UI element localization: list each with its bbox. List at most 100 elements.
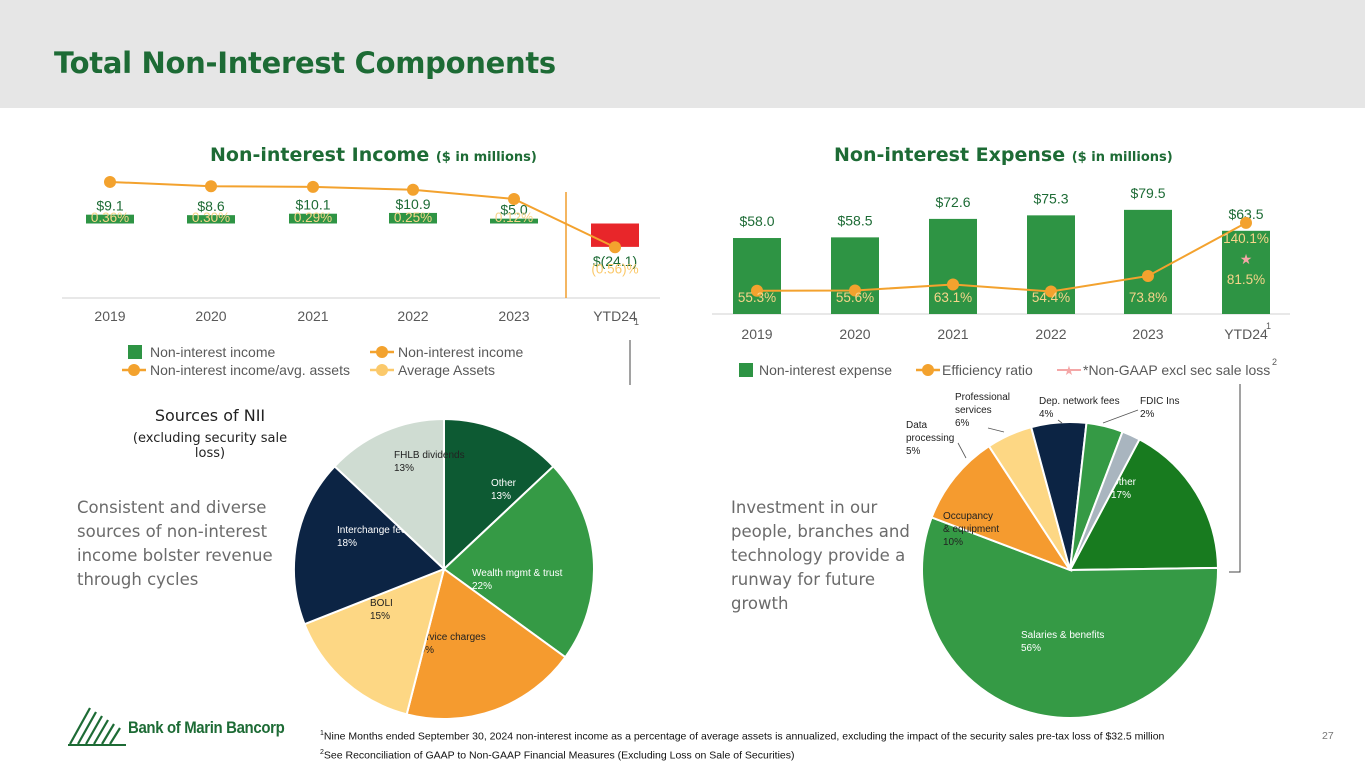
nii-bar	[86, 214, 134, 224]
nie-pie-slice-pct: 56%	[1021, 643, 1041, 654]
nii-ratio-point	[104, 175, 116, 188]
nie-legend-label: *Non-GAAP excl sec sale loss	[1083, 362, 1270, 378]
footnote-1: 1Nine Months ended September 30, 2024 no…	[320, 726, 1164, 745]
nie-efficiency-point	[849, 284, 861, 297]
nii-pie-slice	[443, 417, 555, 572]
nii-ratio-line	[109, 180, 616, 249]
nii-legend-label: Non-interest income	[150, 344, 275, 360]
nii-bar-label: $10.1	[295, 197, 330, 213]
footnote-2-mark: 2	[320, 748, 324, 756]
nii-pie-slice	[442, 464, 595, 659]
nie-pie-slice-label: processing	[906, 433, 954, 444]
nii-x-tick-label: 2022	[397, 308, 428, 324]
nie-efficiency-line	[756, 222, 1247, 293]
nii-ratio-point	[205, 180, 217, 193]
nie-x-tick-label: 2020	[839, 326, 870, 342]
nie-pie-slice-label: Salaries & benefits	[1021, 630, 1104, 641]
nie-pie-slice-label: Dep. network fees	[1039, 396, 1120, 407]
nie-bar-label: $58.5	[837, 212, 872, 228]
nie-pie-slice-pct: 2%	[1140, 409, 1155, 420]
nii-ratio-point	[407, 183, 419, 196]
nie-efficiency-label: 55.6%	[836, 290, 874, 305]
nie-legend-swatch	[739, 363, 753, 377]
nie-legend-swatch	[922, 364, 934, 376]
nie-pie-leader-line	[957, 442, 967, 459]
footnotes: 1Nine Months ended September 30, 2024 no…	[320, 726, 1164, 763]
nii-ratio-label: 0.29%	[294, 210, 332, 225]
nii-title-suffix: ($ in millions)	[435, 150, 537, 165]
nie-efficiency-point	[947, 278, 959, 291]
nie-legend-footnote: 2	[1272, 357, 1277, 367]
nii-ratio-label: 0.25%	[394, 210, 432, 225]
nii-ytd-footnote: 1	[634, 317, 639, 327]
nie-ytd-footnote: 1	[1266, 321, 1271, 331]
nii-ratio-point	[508, 192, 520, 205]
nii-bar	[187, 215, 235, 224]
nii-bar	[289, 213, 337, 224]
nii-ratio-label: 0.12%	[495, 210, 533, 225]
nii-ratio-label: (0.56)%	[591, 261, 638, 276]
nie-bar-label: $63.5	[1228, 206, 1263, 222]
right-commentary: Investment in our people, branches and t…	[731, 498, 910, 613]
nii-pie-slice-label: Service charges	[414, 632, 486, 643]
nii-legend-swatch	[128, 345, 142, 359]
nii-pie-slice-pct: 18%	[337, 538, 357, 549]
bank-logo-text: Bank of Marin Bancorp	[128, 718, 285, 737]
nie-pie-slice-label: Occupancy	[943, 511, 993, 522]
nie-title-suffix: ($ in millions)	[1071, 150, 1173, 165]
nii-pie-slice	[303, 567, 446, 716]
nie-legend-label: Efficiency ratio	[942, 362, 1033, 378]
nii-pie-slice-pct: 15%	[370, 611, 390, 622]
nie-pie-slice	[1068, 437, 1220, 572]
nie-pie-slice-label: Other	[1111, 477, 1137, 488]
nie-pie-slice-label: FDIC Ins	[1140, 396, 1179, 407]
nie-pie-slice-pct: 10%	[943, 537, 963, 548]
nii-legend-swatch	[376, 364, 388, 376]
nie-x-tick-label: 2023	[1132, 326, 1163, 342]
nie-bar-label: $79.5	[1130, 185, 1165, 201]
nii-pie-slice	[293, 464, 446, 626]
nii-x-tick-label: YTD24	[593, 308, 637, 324]
nie-bar	[1124, 209, 1172, 314]
nie-efficiency-point	[1142, 269, 1154, 282]
nie-efficiency-label: 63.1%	[934, 290, 972, 305]
nie-pie-slice-label: & equipment	[943, 524, 999, 535]
nii-title-text: Non-interest Income	[210, 144, 430, 166]
nie-pie-slice-label: Data	[906, 420, 928, 431]
nie-pie-leader-line	[1102, 409, 1139, 424]
nii-x-tick-label: 2019	[94, 308, 125, 324]
nie-bar	[831, 237, 879, 314]
nii-bar	[490, 218, 538, 224]
nii-ratio-point	[307, 180, 319, 193]
nie-legend-star-icon: ★	[1063, 363, 1075, 378]
nie-chart-title: Non-interest Expense ($ in millions)	[834, 144, 1173, 166]
nie-pie-leader-line	[987, 427, 1005, 433]
nie-x-tick-label: 2022	[1035, 326, 1066, 342]
nie-pie-slice-pct: 6%	[955, 418, 970, 429]
footnote-1-mark: 1	[320, 730, 324, 737]
nii-bar-label: $8.6	[197, 198, 224, 214]
nii-pie-slice-pct: 13%	[491, 491, 511, 502]
nii-pie-slice-pct: 22%	[472, 581, 492, 592]
nie-pie-slice-pct: 4%	[1039, 409, 1054, 420]
left-commentary: Consistent and diverse sources of non-in…	[77, 498, 273, 589]
nie-legend-label: Non-interest expense	[759, 362, 892, 378]
nii-legend-swatch	[128, 364, 140, 376]
nie-bar	[929, 218, 977, 314]
nii-pie-title: Sources of NII (excluding security sale …	[120, 406, 300, 461]
nie-pie-slice	[921, 516, 1219, 719]
nie-connector-line	[1229, 384, 1241, 573]
nii-pie-slice	[405, 567, 567, 720]
nie-efficiency-point	[751, 284, 763, 297]
nie-pie-slice	[930, 444, 1073, 573]
nii-legend-label: Non-interest income	[398, 344, 523, 360]
nii-bar-label: $9.1	[96, 198, 123, 214]
nii-ratio-point	[609, 241, 621, 254]
nie-title-text: Non-interest Expense	[834, 144, 1066, 166]
nii-chart-title: Non-interest Income ($ in millions)	[210, 144, 537, 166]
nie-bar-label: $75.3	[1033, 190, 1068, 206]
nii-legend-swatch	[376, 346, 388, 358]
